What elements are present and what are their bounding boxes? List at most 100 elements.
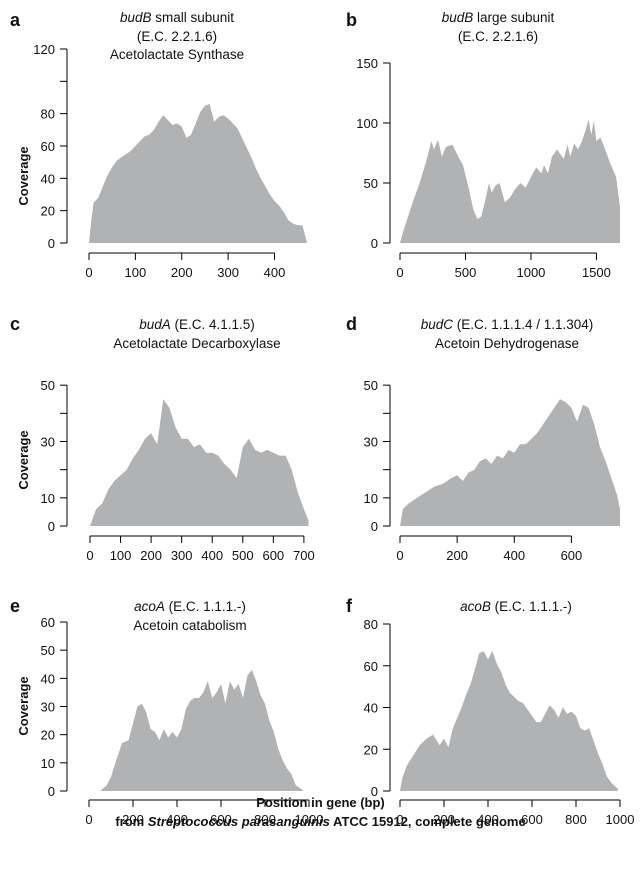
panel-letter-e: e <box>10 596 20 616</box>
panel-title-segment: Acetolactate Synthase <box>110 47 244 62</box>
coverage-area-b <box>400 119 620 243</box>
coverage-area-c <box>90 399 309 526</box>
panel-title-segment: (E.C. 2.2.1.6) <box>137 29 217 44</box>
x-tick-label-e: 600 <box>210 812 232 827</box>
y-tick-label-f: 20 <box>364 742 378 757</box>
coverage-area-f <box>400 651 618 791</box>
x-tick-label-c: 500 <box>232 548 254 563</box>
y-tick-label-f: 40 <box>364 701 378 716</box>
y-tick-label-c: 30 <box>41 435 55 450</box>
panel-title-segment: large subunit <box>473 10 554 25</box>
y-tick-label-b: 50 <box>364 176 378 191</box>
x-tick-label-d: 400 <box>503 548 525 563</box>
y-axis-title-e: Coverage <box>16 676 31 735</box>
panel-d: 0 10 30 50 0 200 400 600 d budC (E.C. 1.1.1.4 / 1… <box>346 314 620 563</box>
x-axis-title: Position in gene (bp) <box>256 795 385 810</box>
x-tick-label-d: 200 <box>446 548 468 563</box>
x-tick-label-c: 700 <box>293 548 315 563</box>
y-axis-title-a: Coverage <box>16 146 31 205</box>
x-tick-label-c: 300 <box>171 548 193 563</box>
caption-organism: Streptococcus parasanguinis <box>147 814 330 829</box>
panel-title-segment: (E.C. 1.1.1.4 / 1.1.304) <box>453 317 593 332</box>
y-tick-label-a: 60 <box>41 139 55 154</box>
coverage-area-e <box>100 669 304 791</box>
x-tick-label-f: 200 <box>433 812 455 827</box>
x-axis-b: 0 500 1000 1500 <box>396 252 611 280</box>
y-tick-label-e: 20 <box>41 728 55 743</box>
y-tick-label-e: 10 <box>41 756 55 771</box>
panel-title-c: budA (E.C. 4.1.1.5) <box>139 317 255 332</box>
y-tick-label-a: 20 <box>41 204 55 219</box>
panel-title-e: Acetoin catabolism <box>133 618 246 633</box>
y-tick-label-a: 120 <box>33 42 55 57</box>
y-tick-label-a: 80 <box>41 107 55 122</box>
panel-title-segment: (E.C. 1.1.1.-) <box>165 599 246 614</box>
x-axis-c: 0 100 200 300 400 500 600 700 <box>86 535 315 563</box>
y-tick-label-a: 0 <box>48 236 55 251</box>
y-tick-label-e: 60 <box>41 615 55 630</box>
y-axis-a: 0 20 40 60 80 120 <box>33 42 68 251</box>
x-tick-label-a: 200 <box>171 265 193 280</box>
x-tick-label-f: 600 <box>521 812 543 827</box>
panel-title-c: Acetolactate Decarboxylase <box>113 336 280 351</box>
panel-title-segment: budB <box>442 10 474 25</box>
panel-title-d: Acetoin Dehydrogenase <box>435 336 579 351</box>
x-tick-label-b: 500 <box>455 265 477 280</box>
y-tick-label-c: 50 <box>41 378 55 393</box>
y-axis-f: 0 20 40 60 80 <box>364 617 391 799</box>
y-tick-label-e: 50 <box>41 643 55 658</box>
y-tick-label-f: 60 <box>364 659 378 674</box>
x-tick-label-d: 600 <box>561 548 583 563</box>
x-axis-e: 0 200 400 600 800 1000 <box>85 799 323 827</box>
y-tick-label-b: 150 <box>356 56 378 71</box>
x-axis-a: 0 100 200 300 400 <box>85 252 286 280</box>
x-tick-label-d: 0 <box>396 548 403 563</box>
x-tick-label-c: 200 <box>140 548 162 563</box>
x-tick-label-a: 0 <box>85 265 92 280</box>
x-tick-label-f: 800 <box>565 812 587 827</box>
x-tick-label-f: 1000 <box>606 812 635 827</box>
x-tick-label-c: 100 <box>110 548 132 563</box>
y-tick-label-c: 0 <box>48 519 55 534</box>
y-tick-label-d: 30 <box>364 435 378 450</box>
x-tick-label-b: 1500 <box>582 265 611 280</box>
y-tick-label-b: 100 <box>356 116 378 131</box>
x-tick-label-e: 400 <box>166 812 188 827</box>
x-axis-f: 0 200 400 600 800 1000 <box>396 799 635 827</box>
y-tick-label-d: 10 <box>364 491 378 506</box>
panel-title-segment: budB <box>120 10 152 25</box>
x-tick-label-c: 600 <box>262 548 284 563</box>
x-tick-label-b: 0 <box>396 265 403 280</box>
x-tick-label-f: 400 <box>477 812 499 827</box>
panel-title-b: budB large subunit <box>442 10 555 25</box>
y-tick-label-f: 0 <box>371 784 378 799</box>
y-axis-b: 0 50 100 150 <box>356 56 391 251</box>
x-tick-label-e: 800 <box>254 812 276 827</box>
panel-title-d: budC (E.C. 1.1.1.4 / 1.1.304) <box>421 317 594 332</box>
coverage-area-a <box>89 104 307 243</box>
figure-caption: Position in gene (bp) from Streptococcus… <box>0 793 641 831</box>
x-tick-label-c: 0 <box>86 548 93 563</box>
panel-title-segment: small subunit <box>151 10 234 25</box>
y-tick-label-e: 40 <box>41 671 55 686</box>
panel-letter-f: f <box>346 596 353 616</box>
panel-title-b: (E.C. 2.2.1.6) <box>458 29 538 44</box>
x-tick-label-b: 1000 <box>516 265 545 280</box>
y-tick-label-f: 80 <box>364 617 378 632</box>
panel-letter-d: d <box>346 314 357 334</box>
panel-title-segment: (E.C. 4.1.1.5) <box>171 317 255 332</box>
panel-title-segment: acoA <box>134 599 165 614</box>
y-axis-c: 0 10 30 50 <box>41 378 68 534</box>
caption-suffix: ATCC 15912, complete genome <box>329 814 526 829</box>
x-tick-label-a: 400 <box>264 265 286 280</box>
panel-letter-b: b <box>346 10 357 30</box>
panel-title-e: acoA (E.C. 1.1.1.-) <box>134 599 246 614</box>
panel-title-a: (E.C. 2.2.1.6) <box>137 29 217 44</box>
panel-letter-a: a <box>10 10 21 30</box>
y-tick-label-c: 10 <box>41 491 55 506</box>
y-tick-label-a: 40 <box>41 171 55 186</box>
